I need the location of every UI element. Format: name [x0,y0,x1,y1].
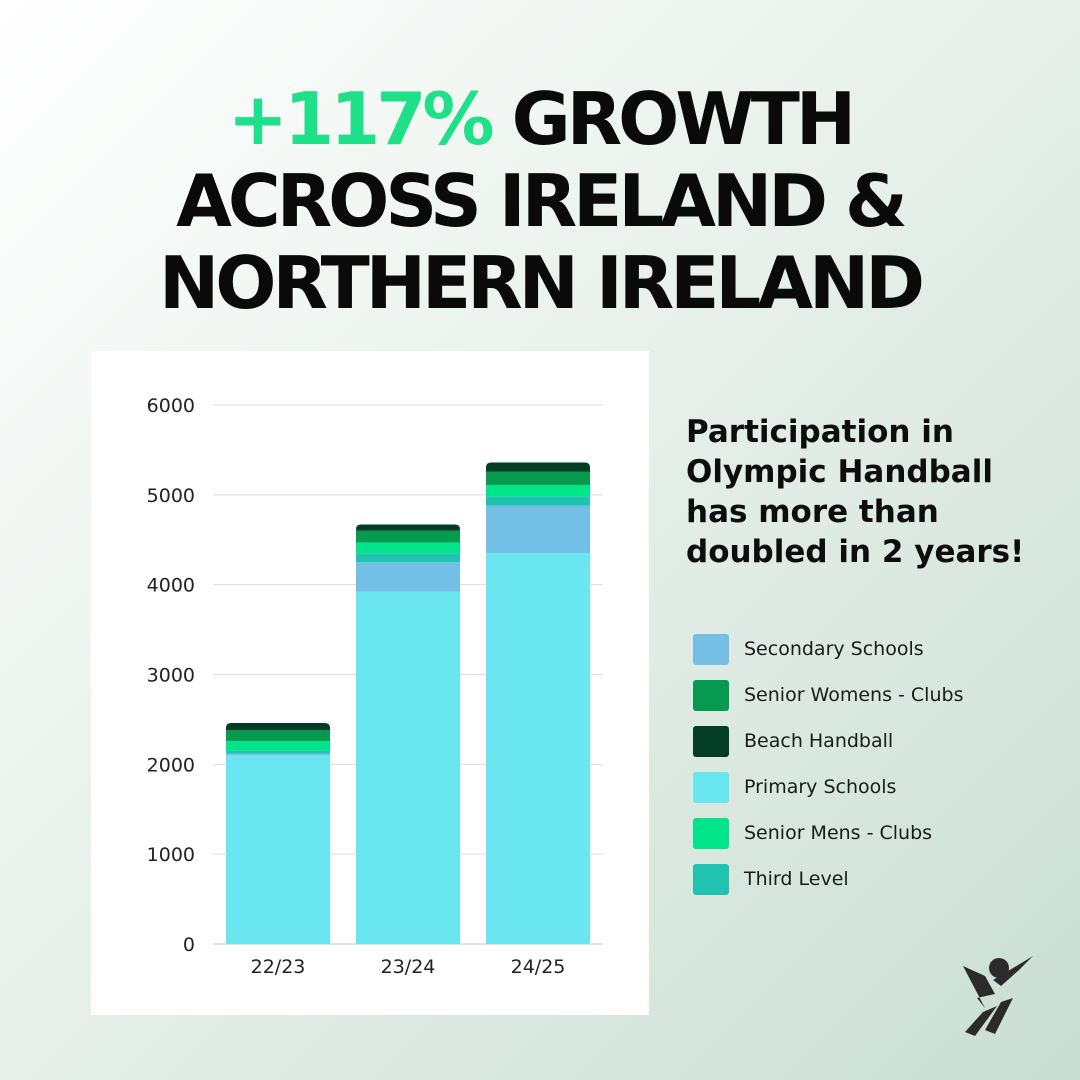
bar-segment [356,524,460,531]
legend-label: Beach Handball [744,730,894,752]
legend-label: Senior Mens - Clubs [744,822,933,844]
x-tick-label: 23/24 [381,956,436,978]
legend-label: Secondary Schools [744,638,924,660]
bar-segment [226,753,330,756]
x-tick-label: 24/25 [511,956,566,978]
headline-line3: NORTHERN IRELAND [158,241,925,325]
headline-line1: GROWTH [511,77,857,161]
bar-segment [356,591,460,944]
tagline: Participation in Olympic Handball has mo… [686,414,1025,570]
bar-segment [486,471,590,485]
logo-head [989,958,1009,978]
headline: +117% GROWTH ACROSS IRELAND & NORTHERN I… [0,78,1080,324]
x-tick-label: 22/23 [251,956,306,978]
legend-item: Primary Schools [693,764,1053,810]
headline-accent: +117% [227,77,495,161]
legend-swatch [693,633,729,665]
y-tick-label: 5000 [147,485,195,507]
legend-item: Secondary Schools [693,626,1053,672]
legend-item: Beach Handball [693,718,1053,764]
bar-segment [356,553,460,563]
legend-item: Third Level [693,856,1053,902]
y-tick-label: 1000 [147,844,195,866]
legend-item: Senior Mens - Clubs [693,810,1053,856]
legend-swatch [693,817,729,849]
legend-swatch [693,725,729,757]
bar-segment [486,462,590,472]
bar-segment [226,723,330,731]
stacked-bar-chart: 0 1000 2000 3000 4000 5000 6000 22/23 23/24 24/25 [147,395,603,978]
bar-segment [486,553,590,944]
bar-segment [356,562,460,592]
legend-swatch [693,863,729,895]
y-tick-label: 0 [183,934,195,956]
legend-swatch [693,679,729,711]
bar-segment [486,505,590,554]
logo-body [963,966,995,1008]
y-tick-label: 3000 [147,665,195,687]
bar-segment [356,542,460,554]
y-tick-label: 4000 [147,575,195,597]
y-tick-label: 2000 [147,754,195,776]
bar-segment [226,730,330,741]
handball-player-logo-icon [963,956,1033,1036]
chart-legend: Secondary Schools Senior Womens - Clubs Be… [693,626,1053,902]
bar-segment [486,496,590,506]
legend-label: Senior Womens - Clubs [744,684,964,706]
logo-arm [993,956,1033,986]
legend-label: Third Level [744,868,849,890]
bar-segment [226,740,330,751]
legend-item: Senior Womens - Clubs [693,672,1053,718]
bar-segment [356,530,460,543]
headline-line2: ACROSS IRELAND & [176,159,908,243]
bar-segment [226,750,330,754]
legend-swatch [693,771,729,803]
y-tick-label: 6000 [147,395,195,417]
bar-segment [486,484,590,497]
bar-segment [226,755,330,944]
logo-leg-left [965,1006,997,1036]
legend-label: Primary Schools [744,776,897,798]
chart-panel: 0 1000 2000 3000 4000 5000 6000 22/23 23/24 24/25 [91,351,649,1015]
logo-leg-right [985,998,1013,1034]
